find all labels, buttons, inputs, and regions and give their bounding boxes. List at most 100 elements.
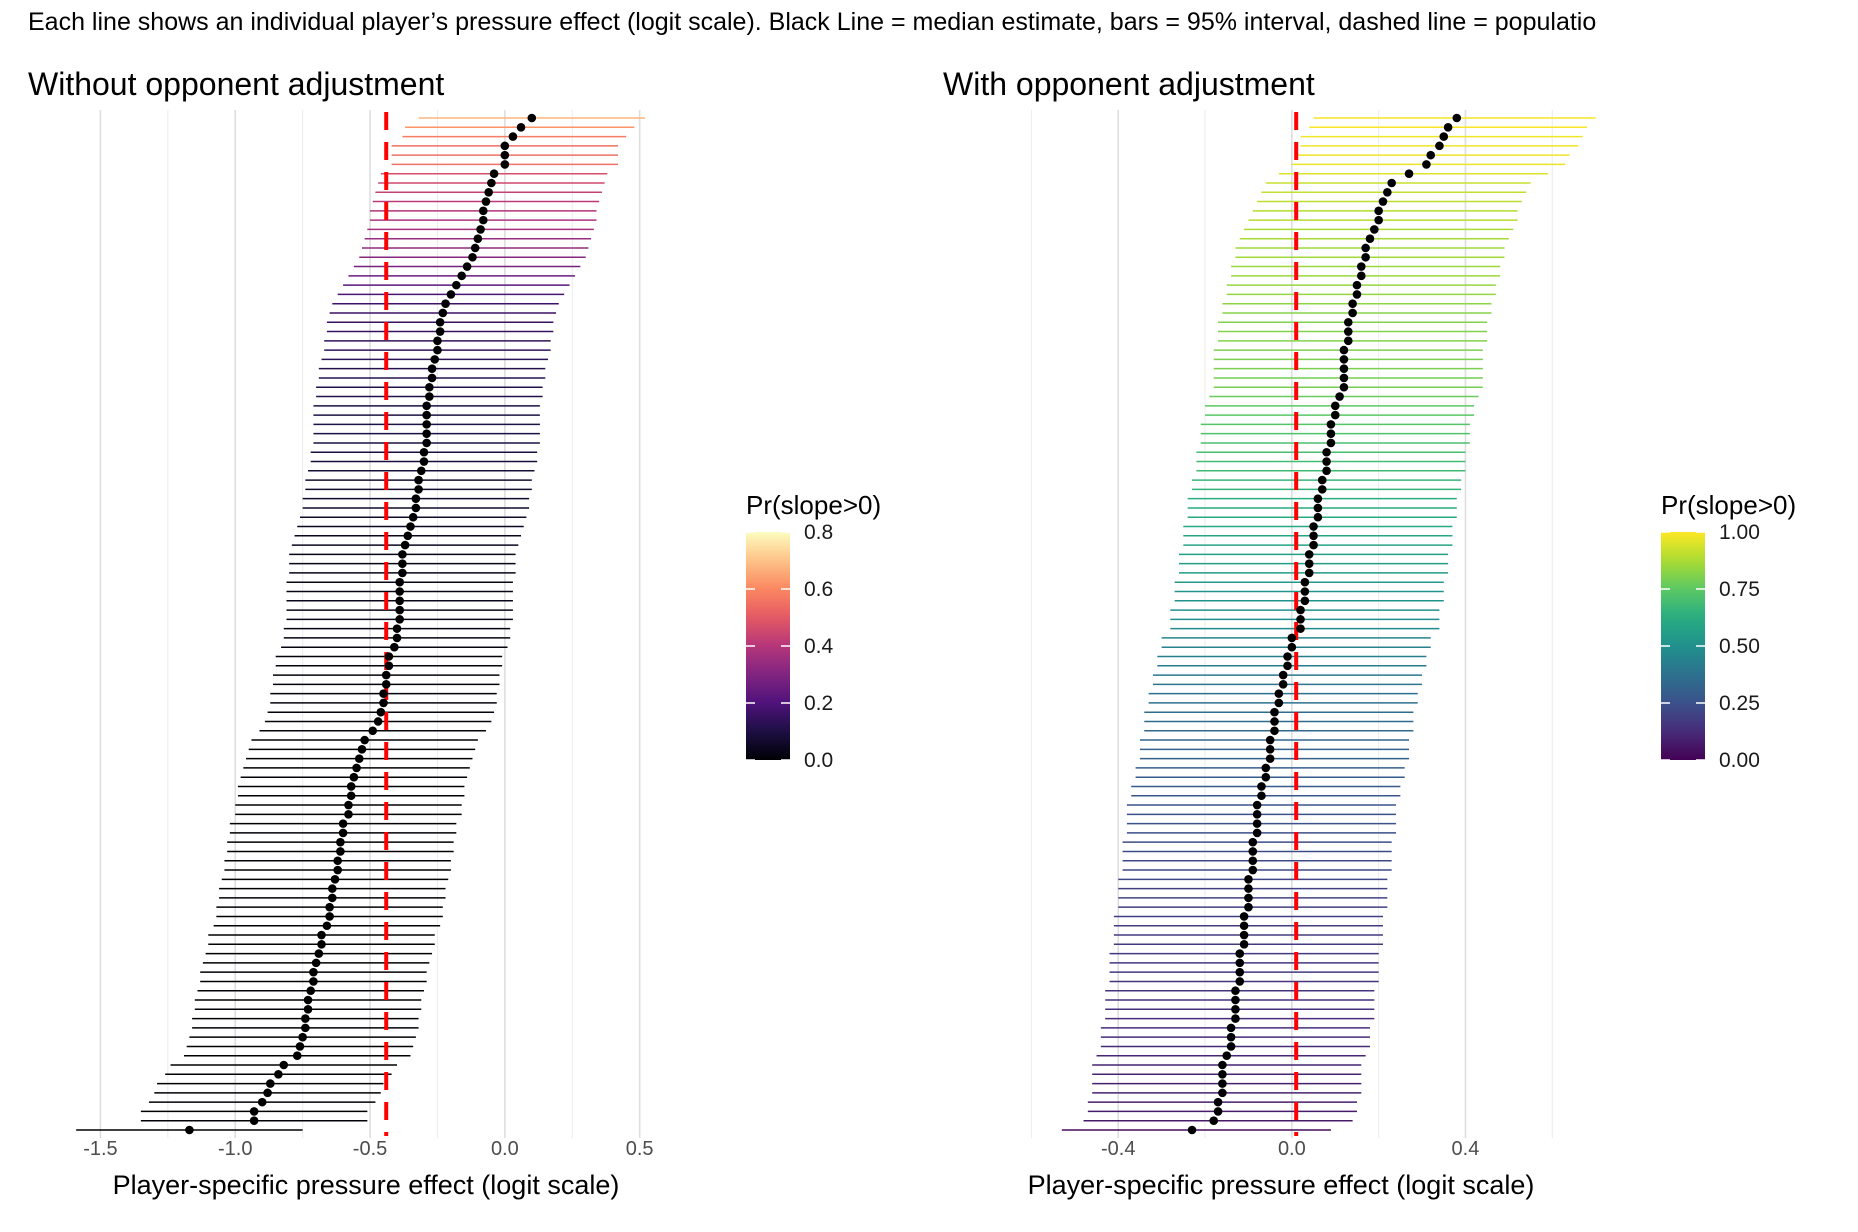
right-panel-title: With opponent adjustment (943, 66, 1315, 102)
median-point (476, 225, 485, 234)
legend-tick-label: 0.2 (804, 692, 833, 715)
median-point (1235, 958, 1245, 968)
median-point (1304, 550, 1314, 559)
median-point (395, 605, 405, 615)
median-point (1387, 178, 1396, 188)
median-point (1283, 661, 1292, 671)
median-point (309, 967, 318, 977)
median-point (1300, 577, 1310, 587)
median-point (406, 522, 415, 531)
x-tick-label: 0.5 (626, 1138, 654, 1160)
median-point (1248, 856, 1258, 866)
left-panel: -1.5 -1.0 -0.5 0.0 0.5 0.0 0.2 0.4 0.6 0.8 (76, 110, 834, 1160)
median-point (1248, 847, 1258, 856)
median-point (473, 234, 483, 243)
median-point (373, 717, 383, 726)
median-point (1287, 633, 1297, 643)
median-point (1244, 875, 1253, 884)
x-tick-label: 0.0 (491, 1138, 519, 1160)
median-point (360, 735, 369, 745)
median-point (1239, 940, 1249, 949)
median-point (333, 856, 342, 866)
median-point (1326, 438, 1336, 448)
median-point (249, 1107, 259, 1116)
x-tick-label: 0.0 (1278, 1138, 1306, 1160)
median-point (1278, 670, 1288, 680)
right-x-axis-label: Player-specific pressure effect (logit s… (1027, 1170, 1535, 1200)
legend-tick-label: 0.25 (1719, 692, 1760, 715)
median-point (376, 707, 386, 717)
median-point (438, 308, 448, 318)
median-point (1326, 420, 1336, 429)
median-point (1309, 531, 1318, 541)
median-point (1287, 642, 1297, 652)
median-point (381, 670, 391, 680)
median-point (1300, 596, 1310, 606)
median-point (333, 865, 342, 875)
median-point (1343, 317, 1353, 327)
median-point (1330, 401, 1340, 411)
median-point (368, 726, 378, 736)
median-point (1231, 1005, 1240, 1014)
median-point (487, 178, 496, 188)
median-point (400, 540, 410, 550)
median-point (500, 160, 510, 169)
median-point (1187, 1125, 1197, 1135)
median-point (390, 642, 399, 652)
median-point (1352, 290, 1362, 299)
median-point (1209, 1116, 1219, 1126)
median-point (1231, 995, 1240, 1005)
median-point (1261, 772, 1271, 782)
median-point (306, 986, 316, 996)
median-point (1244, 893, 1253, 903)
median-point (292, 1051, 302, 1061)
median-point (311, 958, 321, 968)
median-point (1213, 1107, 1223, 1116)
median-point (408, 512, 418, 522)
median-point (1218, 1060, 1227, 1070)
median-point (322, 921, 332, 931)
median-point (430, 355, 440, 364)
median-point (398, 568, 407, 578)
median-point (1235, 949, 1245, 958)
median-point (484, 187, 493, 197)
median-point (1231, 986, 1240, 996)
median-point (446, 290, 456, 299)
median-point (1439, 132, 1449, 141)
median-point (352, 763, 361, 773)
median-point (303, 995, 313, 1005)
median-point (1309, 540, 1318, 550)
median-point (1339, 382, 1349, 392)
median-point (1435, 141, 1444, 151)
median-point (470, 243, 480, 253)
legend-tick-label: 0.50 (1719, 635, 1760, 658)
median-point (1339, 364, 1349, 373)
median-point (427, 373, 437, 383)
median-point (298, 1032, 307, 1042)
median-point (395, 615, 405, 624)
median-point (1322, 466, 1331, 476)
legend-tick-label: 0.00 (1719, 749, 1760, 772)
median-point (1239, 921, 1249, 931)
x-tick-label: -0.4 (1101, 1138, 1135, 1160)
median-point (1239, 912, 1249, 921)
median-point (411, 494, 421, 503)
median-point (1339, 345, 1349, 355)
median-point (257, 1097, 267, 1107)
median-point (1374, 215, 1383, 225)
median-point (1339, 355, 1349, 364)
median-point (327, 893, 337, 903)
median-point (274, 1069, 283, 1079)
median-point (1356, 262, 1366, 271)
median-point (398, 550, 407, 559)
median-point (336, 847, 345, 856)
x-tick-label: -0.5 (353, 1138, 387, 1160)
median-point (1383, 187, 1392, 197)
median-point (1270, 707, 1279, 717)
median-point (1248, 837, 1258, 847)
legend-tick-label: 0.6 (804, 578, 833, 601)
median-point (325, 902, 334, 912)
median-point (1270, 726, 1279, 736)
median-point (1300, 587, 1310, 596)
